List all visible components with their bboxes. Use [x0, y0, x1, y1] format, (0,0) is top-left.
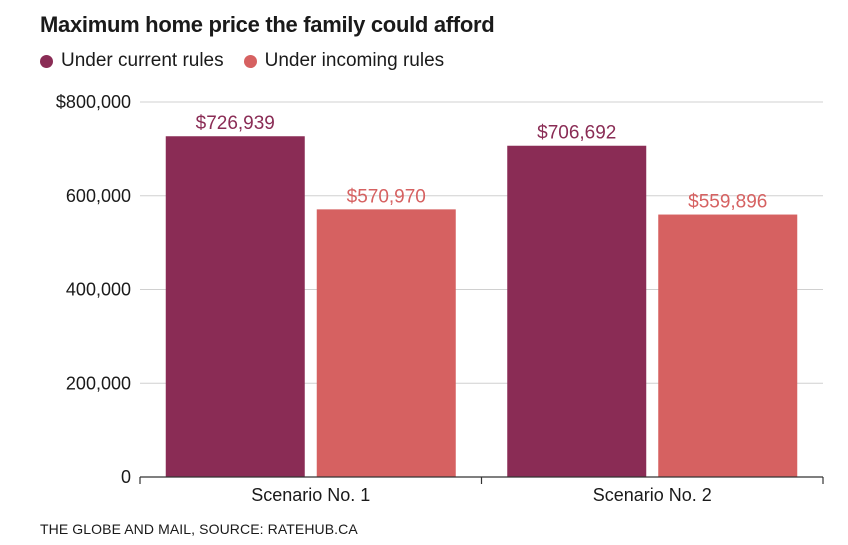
y-axis-ticks: 0 200,000 400,000 600,000 $800,000	[56, 92, 131, 487]
data-label: $726,939	[196, 113, 275, 134]
legend-label-current: Under current rules	[61, 50, 224, 71]
x-axis: Scenario No. 1 Scenario No. 2	[139, 476, 824, 505]
legend-swatch-current	[40, 54, 53, 68]
legend-swatch-incoming	[243, 54, 257, 68]
bars	[165, 136, 798, 477]
legend-item-current: Under current rules	[40, 50, 224, 72]
y-tick-label: 200,000	[66, 373, 131, 393]
y-tick-label: 0	[121, 467, 131, 487]
legend-label-incoming: Under incoming rules	[264, 50, 445, 71]
bar-incoming-2	[658, 214, 798, 477]
y-tick-label: $800,000	[56, 92, 131, 112]
data-label: $559,896	[688, 192, 767, 213]
bar-incoming-1	[316, 209, 456, 477]
y-tick-label: 600,000	[66, 186, 131, 206]
data-labels: $726,939 $570,970 $706,692 $559,896	[196, 113, 768, 212]
x-tick-label: Scenario No. 1	[251, 485, 370, 505]
legend-item-incoming: Under incoming rules	[243, 50, 445, 72]
data-label: $570,970	[347, 186, 426, 207]
legend: Under current rules Under incoming rules	[40, 50, 464, 72]
chart-title: Maximum home price the family could affo…	[40, 12, 495, 37]
y-tick-label: 400,000	[66, 280, 131, 300]
source-credit: THE GLOBE AND MAIL, SOURCE: RATEHUB.CA	[40, 521, 358, 537]
data-label: $706,692	[537, 123, 616, 144]
bar-current-2	[507, 145, 647, 477]
bar-current-1	[165, 136, 305, 477]
x-tick-label: Scenario No. 2	[593, 485, 712, 505]
